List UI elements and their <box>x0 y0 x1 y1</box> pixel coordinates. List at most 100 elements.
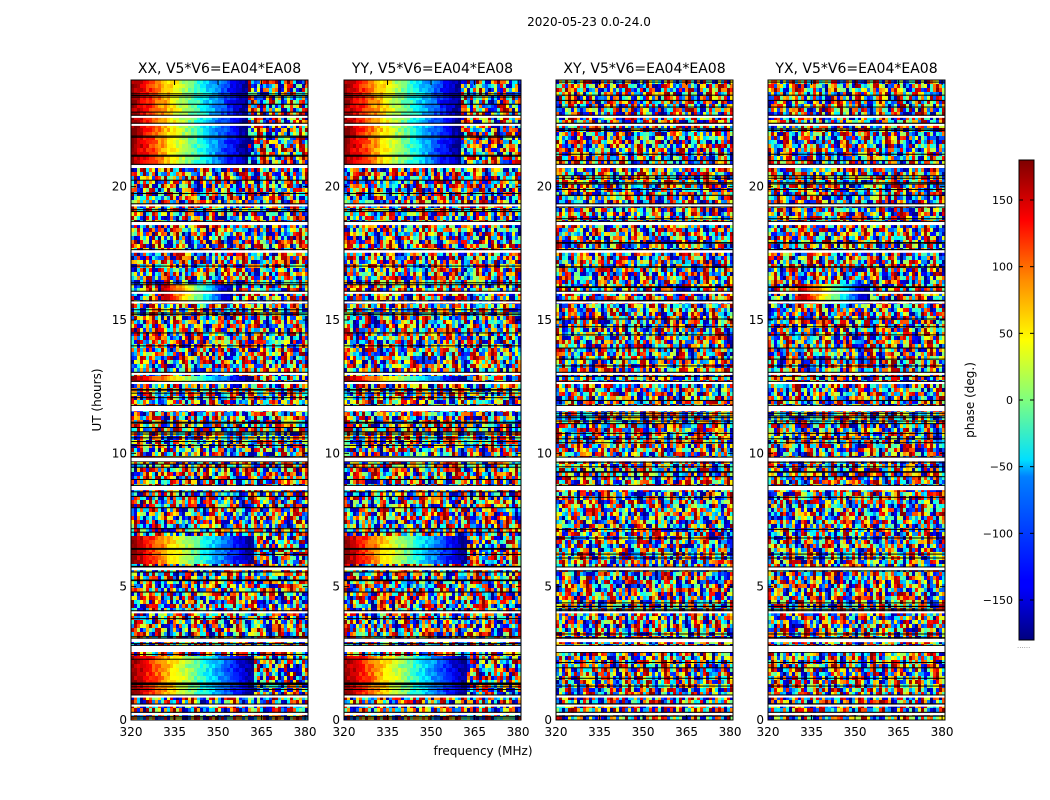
flag-line <box>344 392 521 394</box>
flag-line <box>768 423 945 425</box>
data-gap <box>131 250 308 253</box>
y-tick-label: 15 <box>749 313 764 327</box>
gap-edge <box>768 380 945 382</box>
flag-line <box>131 495 308 497</box>
data-gap <box>768 301 945 304</box>
flag-line <box>344 683 521 685</box>
x-tick-label: 320 <box>757 725 780 739</box>
flag-line <box>131 636 308 638</box>
flag-line <box>131 179 308 181</box>
data-gap <box>556 695 733 698</box>
flag-line <box>344 686 521 688</box>
flag-line <box>556 537 733 539</box>
flag-line <box>768 667 945 669</box>
x-tick-label: 380 <box>931 725 954 739</box>
flag-line <box>131 580 308 582</box>
gap-edge <box>131 249 308 251</box>
panel-frame <box>130 79 309 721</box>
flag-line <box>131 507 308 509</box>
data-gap <box>556 638 733 643</box>
flag-line <box>768 347 945 349</box>
flag-line <box>344 136 521 138</box>
data-gap <box>768 645 945 652</box>
data-gap <box>131 712 308 716</box>
colorbar-tick-label: −50 <box>990 461 1013 474</box>
data-gap <box>344 115 521 118</box>
flag-line <box>344 332 521 334</box>
flag-line <box>344 547 521 549</box>
data-gap <box>556 372 733 375</box>
flag-line <box>131 461 308 463</box>
flag-line <box>131 389 308 391</box>
data-gap <box>344 405 521 412</box>
colorbar-tick-label: −150 <box>983 594 1013 607</box>
data-gap <box>556 250 733 253</box>
flag-line <box>556 438 733 440</box>
gap-edge <box>768 203 945 205</box>
data-gap <box>131 567 308 571</box>
flag-line <box>768 412 945 414</box>
flag-line <box>131 136 308 138</box>
flag-line <box>344 154 521 156</box>
flag-line <box>556 347 733 349</box>
flag-line <box>768 266 945 268</box>
y-tick-label: 0 <box>756 713 764 727</box>
y-tick-label: 10 <box>749 446 764 460</box>
flag-line <box>768 461 945 463</box>
flag-line <box>556 415 733 417</box>
flag-line <box>131 654 308 656</box>
x-tick-label: 350 <box>844 725 867 739</box>
data-gap <box>768 250 945 253</box>
flag-line <box>556 129 733 131</box>
flag-line <box>556 466 733 468</box>
flag-line <box>344 431 521 433</box>
flag-line <box>131 312 308 314</box>
data-gap <box>131 704 308 707</box>
flag-line <box>131 284 308 286</box>
data-gap <box>768 221 945 226</box>
data-gap <box>556 164 733 168</box>
gap-edge <box>556 566 733 568</box>
gap-edge <box>344 456 521 458</box>
gap-edge <box>131 610 308 612</box>
flag-line <box>556 286 733 288</box>
flag-line <box>556 399 733 401</box>
flag-line <box>768 183 945 185</box>
gap-edge <box>556 220 733 222</box>
x-tick-label: 365 <box>250 725 273 739</box>
x-tick-label: 350 <box>632 725 655 739</box>
flag-line <box>556 175 733 177</box>
flag-line <box>344 282 521 284</box>
flag-line <box>768 218 945 220</box>
gap-edge <box>344 694 521 696</box>
flag-line <box>768 175 945 177</box>
data-gap <box>131 221 308 226</box>
flag-line <box>556 106 733 108</box>
flag-line <box>131 392 308 394</box>
flag-line <box>131 345 308 347</box>
flag-line <box>131 421 308 423</box>
data-gap <box>344 638 521 643</box>
colorbar: −150 −100 −50 0 50 100 150 phase (deg.) ...... <box>963 159 1035 650</box>
data-gap <box>768 638 945 643</box>
flag-line <box>768 188 945 190</box>
y-tick-label: 15 <box>112 313 127 327</box>
flag-line <box>131 388 308 390</box>
gap-edge <box>344 484 521 486</box>
flag-line <box>131 591 308 593</box>
data-gap <box>768 712 945 716</box>
flag-line <box>344 591 521 593</box>
y-tick-label: 5 <box>119 580 127 594</box>
data-gap <box>131 123 308 126</box>
flag-line <box>344 463 521 465</box>
gap-edge <box>768 404 945 406</box>
flag-line <box>131 548 308 550</box>
flag-line <box>344 192 521 194</box>
colorbar-label: phase (deg.) <box>963 362 977 438</box>
flag-line <box>131 209 308 211</box>
flag-line <box>131 716 308 718</box>
gap-edge <box>131 637 308 639</box>
flag-line <box>768 286 945 288</box>
data-gap <box>344 221 521 226</box>
x-tick-label: 335 <box>800 725 823 739</box>
